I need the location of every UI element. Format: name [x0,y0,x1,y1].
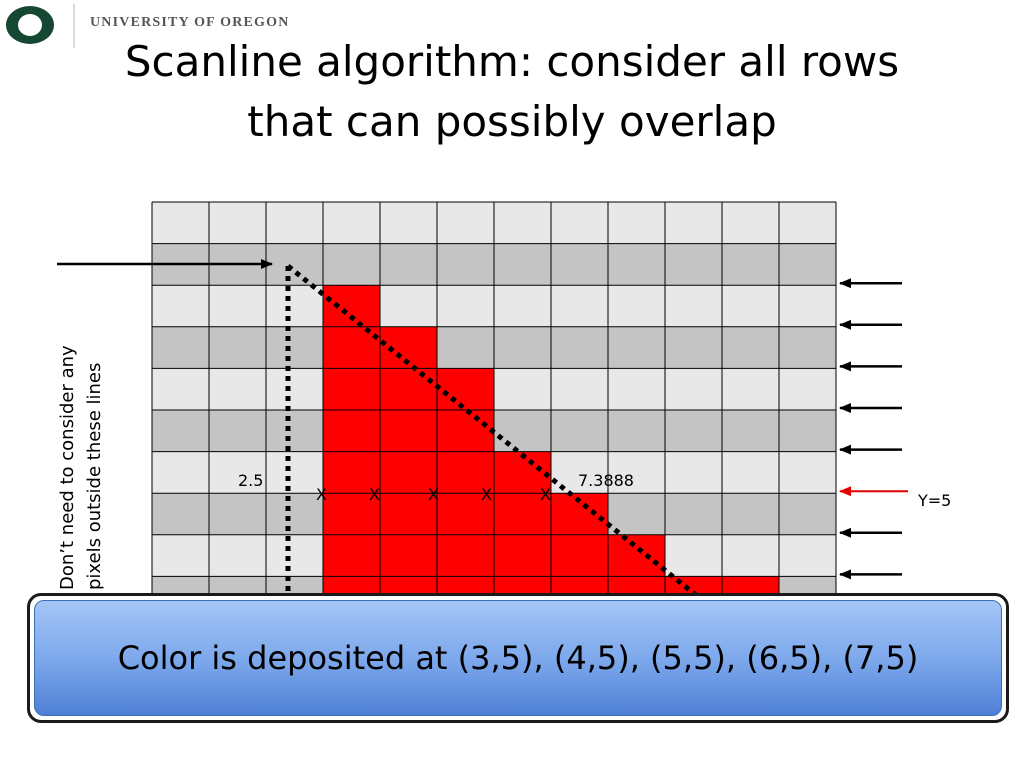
filled-pixel [323,451,380,494]
filled-pixel [380,410,437,452]
label-right-x: 7.3888 [578,471,634,490]
vertical-note-line-2: pixels outside these lines [84,363,105,590]
oregon-o-logo [6,6,54,44]
filled-pixel [494,493,551,535]
filled-pixel [551,534,608,577]
filled-pixel [608,534,665,577]
filled-pixel [494,534,551,577]
filled-pixel [323,410,380,452]
slide-title: Scanline algorithm: consider all rows th… [40,32,984,152]
filled-pixel [323,326,380,369]
x-mark: X [369,485,380,504]
title-line-2: that can possibly overlap [247,97,777,146]
filled-pixel [323,493,380,535]
filled-pixel [380,368,437,410]
filled-pixel [437,534,494,577]
filled-pixel [323,285,380,327]
row-arrows [839,278,908,580]
callout-box: Color is deposited at (3,5), (4,5), (5,5… [27,593,1009,723]
header-divider [73,4,75,48]
x-mark: X [481,485,492,504]
x-mark: X [540,485,551,504]
label-scanline: Y=5 [917,491,951,510]
label-left-x: 2.5 [238,471,263,490]
vertical-note-line-1: Don’t need to consider any [57,345,78,590]
filled-pixel [323,534,380,577]
filled-pixel [323,368,380,410]
grid-lines [151,201,837,610]
filled-pixel [437,493,494,535]
university-name: UNIVERSITY OF OREGON [90,15,290,30]
filled-pixel [437,368,494,410]
filled-pixel [494,451,551,494]
triangle-edge-dotted-line [286,264,704,602]
x-marks: X X X X X [316,485,551,504]
x-mark: X [316,485,327,504]
filled-pixel [380,493,437,535]
callout-panel: Color is deposited at (3,5), (4,5), (5,5… [34,600,1002,716]
filled-pixel [380,534,437,577]
title-line-1: Scanline algorithm: consider all rows [124,37,900,86]
filled-pixel [437,451,494,494]
filled-pixel [437,410,494,452]
filled-pixel [380,451,437,494]
callout-text: Color is deposited at (3,5), (4,5), (5,5… [117,639,919,677]
x-mark: X [428,485,439,504]
